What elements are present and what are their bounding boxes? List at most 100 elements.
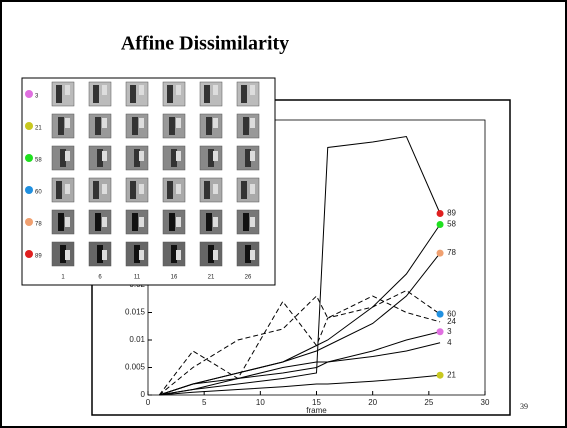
series-label: 24 (447, 317, 456, 326)
series-line (158, 295, 441, 396)
series-label: 60 (447, 309, 456, 318)
series-label: 58 (447, 220, 456, 229)
patch-detail (176, 250, 181, 260)
patch-detail (132, 213, 138, 231)
series-label: 3 (447, 327, 452, 336)
row-dot (25, 250, 33, 258)
y-tick-label: 0.005 (125, 363, 146, 372)
x-tick-label: 0 (146, 398, 151, 407)
patch-detail (102, 85, 107, 95)
series-line (159, 252, 441, 396)
patch-detail (208, 245, 214, 263)
series-line (159, 374, 441, 396)
row-dot (25, 186, 33, 194)
patch-detail (213, 217, 218, 227)
image-patch (125, 81, 149, 107)
column-label: 16 (171, 275, 178, 281)
image-patch (162, 81, 186, 107)
image-patch (236, 177, 260, 203)
image-patch (51, 81, 75, 107)
x-tick-label: 10 (256, 398, 265, 407)
patch-detail (65, 217, 70, 227)
row-label: 21 (35, 126, 42, 132)
x-tick-label: 20 (368, 398, 377, 407)
patch-detail (204, 85, 210, 103)
x-tick-label: 25 (424, 398, 433, 407)
patch-detail (213, 184, 218, 194)
patch-detail (134, 149, 140, 167)
series-line (159, 331, 441, 396)
patch-detail (245, 149, 251, 167)
patch-detail (176, 118, 181, 128)
patch-detail (58, 213, 64, 231)
y-tick-label: 0.015 (125, 308, 146, 317)
patch-detail (167, 85, 173, 103)
column-label: 6 (98, 275, 102, 281)
image-patch (199, 177, 223, 203)
patch-detail (167, 181, 173, 199)
patch-detail (139, 118, 144, 128)
patch-detail (243, 213, 249, 231)
patch-detail (102, 250, 107, 260)
patch-detail (243, 117, 249, 135)
image-patch (125, 177, 149, 203)
patch-detail (139, 151, 144, 161)
series-end-dot (436, 221, 444, 228)
patch-detail (93, 85, 99, 103)
patch-detail (132, 117, 138, 135)
patch-detail (134, 245, 140, 263)
series-line (158, 289, 441, 396)
patch-detail (250, 184, 255, 194)
patch-detail (97, 149, 103, 167)
x-axis-label: frame (306, 406, 327, 415)
patch-detail (176, 184, 181, 194)
y-tick-label: 0.01 (129, 335, 145, 344)
column-label: 21 (208, 275, 215, 281)
column-label: 1 (61, 275, 65, 281)
row-label: 60 (35, 190, 42, 196)
row-label: 3 (35, 94, 39, 100)
patch-detail (250, 151, 255, 161)
patch-detail (171, 149, 177, 167)
patch-detail (60, 245, 66, 263)
column-label: 11 (134, 275, 141, 281)
row-label: 78 (35, 222, 42, 228)
patch-detail (65, 118, 70, 128)
patch-detail (139, 184, 144, 194)
patch-detail (95, 117, 101, 135)
patch-detail (139, 250, 144, 260)
series-end-dot (436, 210, 444, 217)
patch-detail (208, 149, 214, 167)
patch-detail (130, 85, 136, 103)
patch-detail (130, 181, 136, 199)
image-patch (51, 177, 75, 203)
patch-detail (250, 85, 255, 95)
series-label: 4 (447, 338, 452, 347)
patch-detail (93, 181, 99, 199)
patch-detail (102, 118, 107, 128)
patch-detail (102, 184, 107, 194)
x-tick-label: 30 (481, 398, 490, 407)
patch-detail (65, 85, 70, 95)
image-patch (162, 177, 186, 203)
patch-detail (102, 151, 107, 161)
patch-detail (250, 118, 255, 128)
x-tick-label: 5 (202, 398, 207, 407)
series-label: 78 (447, 248, 456, 257)
patch-detail (176, 85, 181, 95)
row-label: 58 (35, 158, 42, 164)
patch-detail (102, 217, 107, 227)
patch-detail (250, 250, 255, 260)
y-tick-label: 0 (141, 390, 146, 399)
patch-detail (60, 149, 66, 167)
image-patch (88, 177, 112, 203)
series-line (159, 342, 441, 396)
patch-detail (206, 213, 212, 231)
patch-detail (213, 250, 218, 260)
patch-detail (58, 117, 64, 135)
patch-detail (97, 245, 103, 263)
slide-title: Affine Dissimilarity (121, 33, 289, 55)
row-dot (25, 90, 33, 98)
